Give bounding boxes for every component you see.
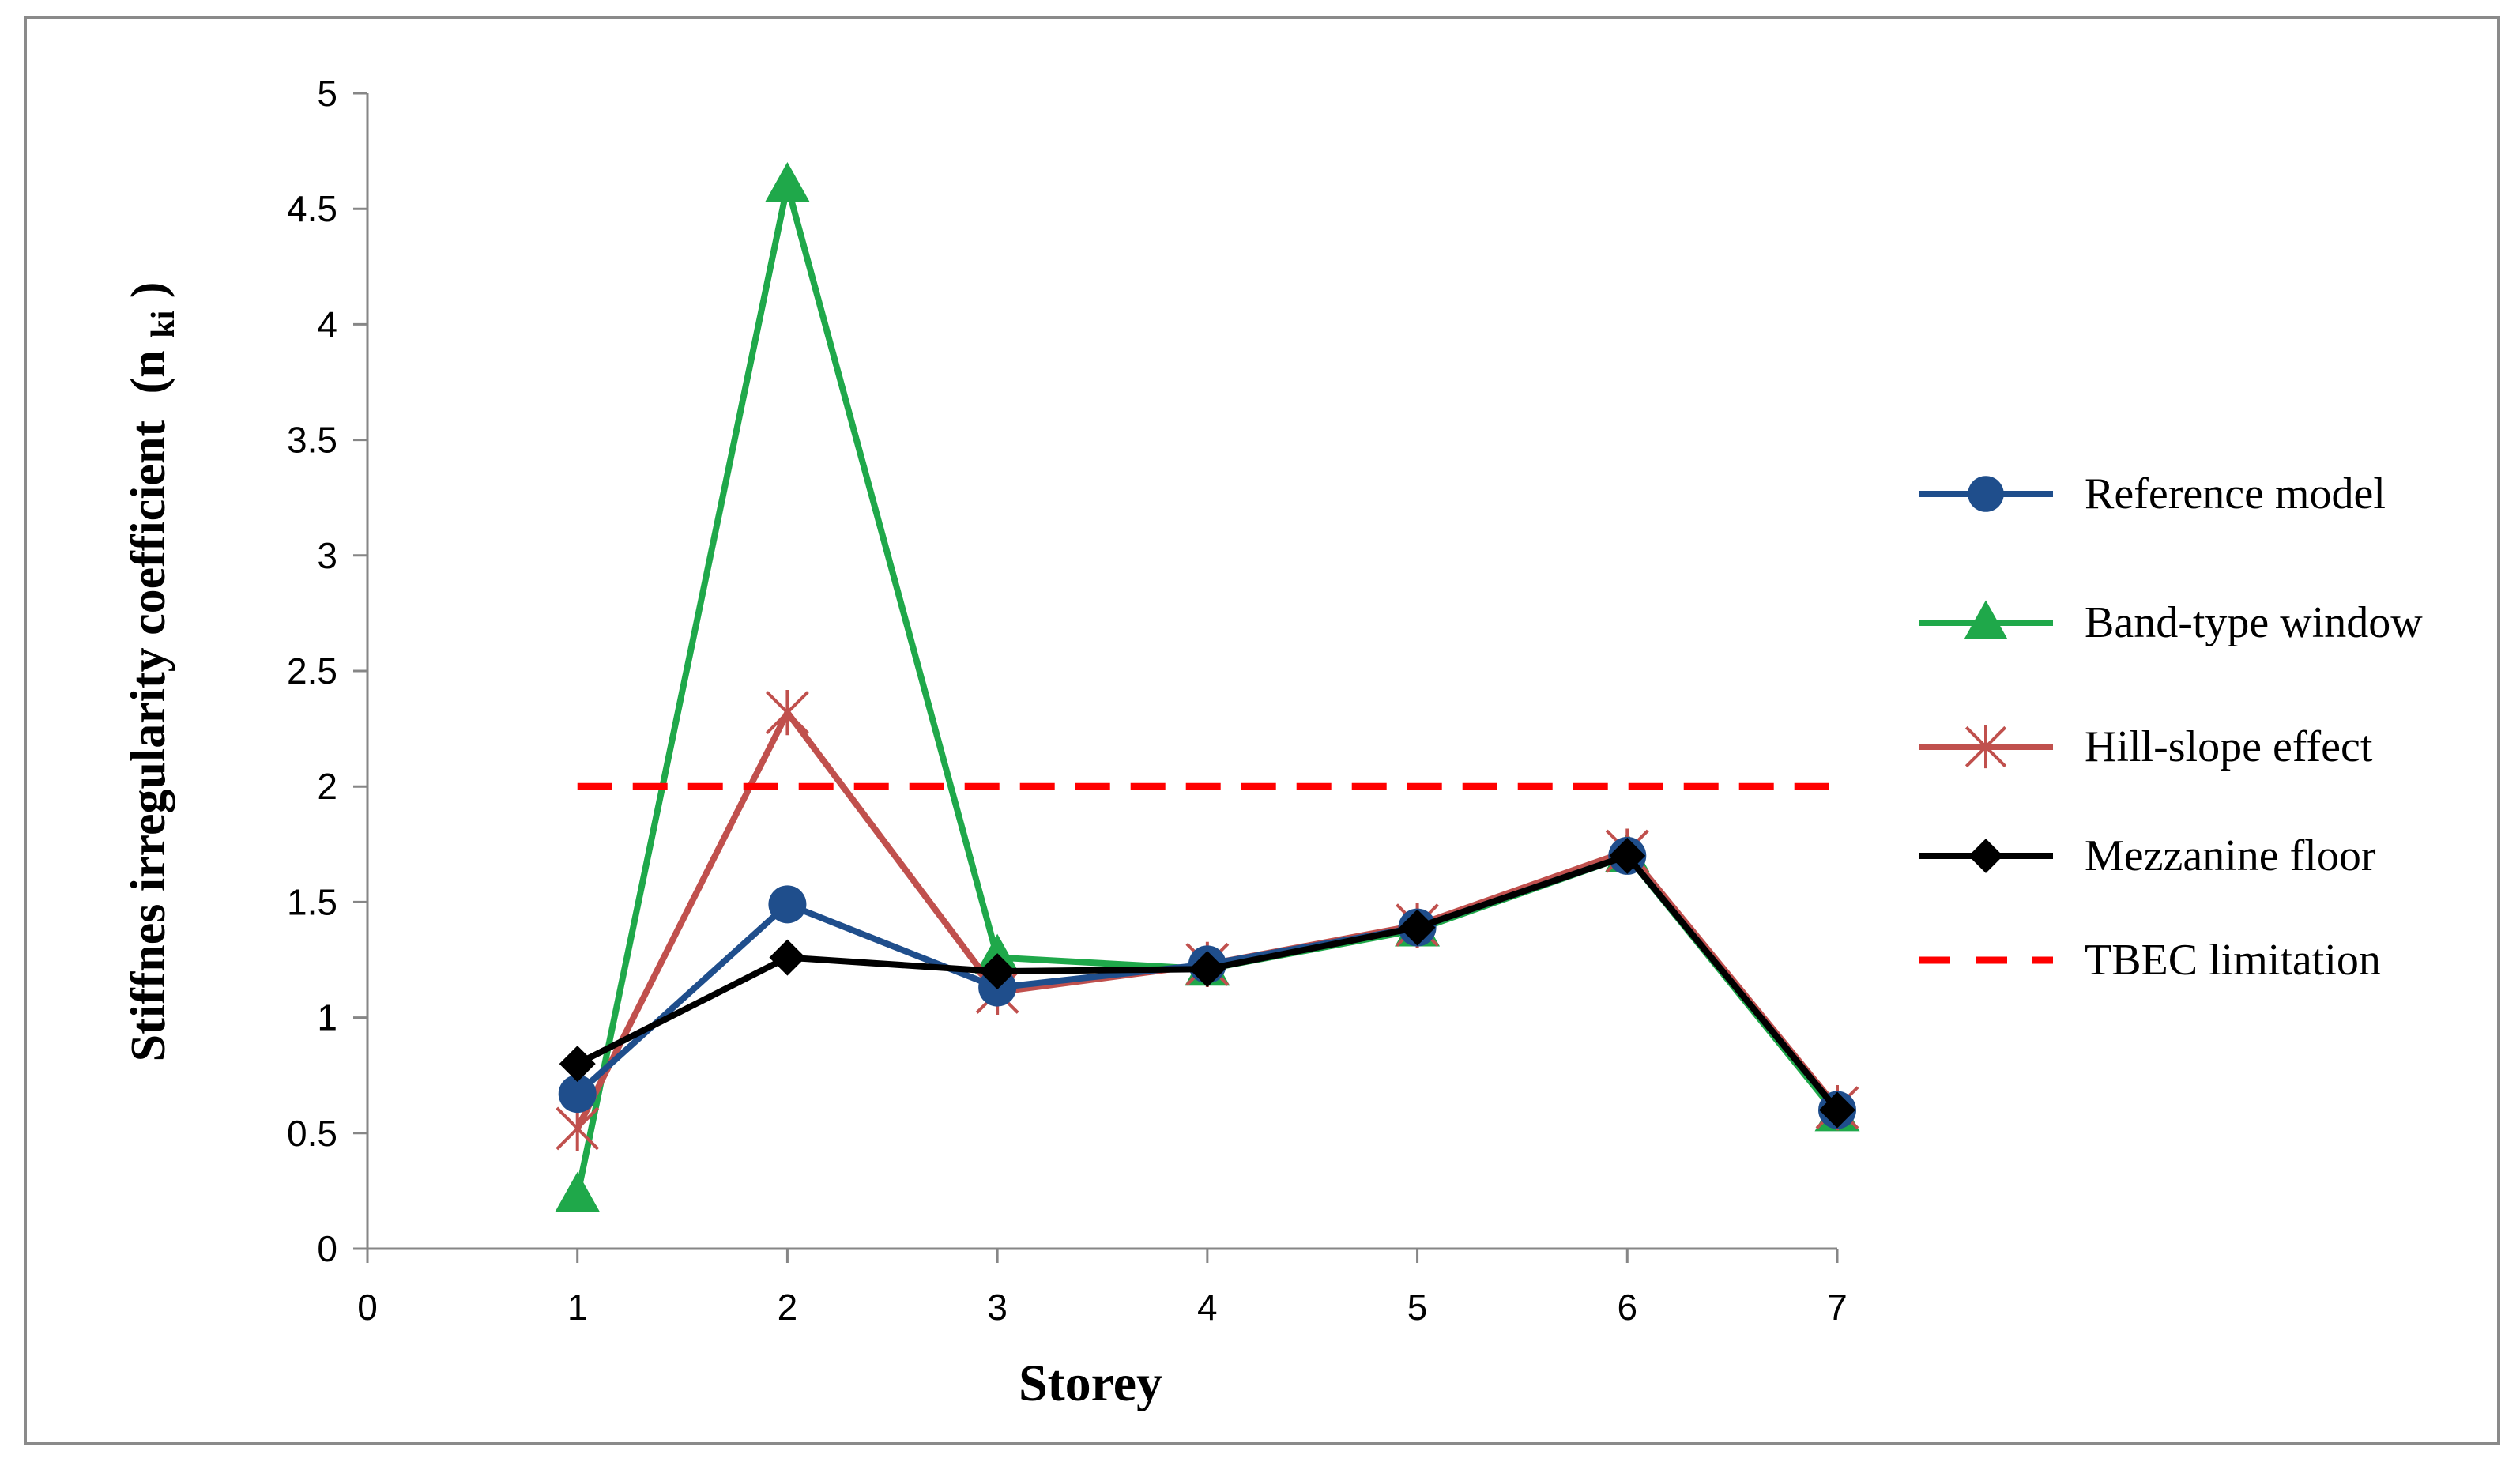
plot-area [555, 161, 1860, 1212]
chart-border [24, 16, 2500, 1445]
y-axis-title: Stiffnes irregularity coefficient (n ki … [122, 282, 185, 1062]
legend-label: Mezzanine floor [2085, 831, 2376, 880]
y-tick-label: 4 [317, 303, 337, 345]
series-mezzanine-floor [559, 837, 1855, 1129]
triangle-marker [1964, 600, 2008, 639]
legend-item: Hill-slope effect [1919, 722, 2373, 771]
circle-marker [768, 885, 807, 924]
y-tick-label: 0.5 [287, 1113, 337, 1154]
legend-item: Mezzanine floor [1919, 831, 2376, 880]
legend-item: Reference model [1919, 469, 2386, 518]
y-tick-label: 1 [317, 997, 337, 1038]
x-tick-label: 2 [778, 1287, 798, 1328]
triangle-marker [764, 161, 810, 202]
x-tick-label: 6 [1617, 1287, 1637, 1328]
legend: Reference model Band-type window Hill-slop… [1919, 469, 2423, 985]
legend-item: TBEC limitation [1919, 936, 2381, 985]
diamond-marker [1188, 951, 1226, 988]
star-marker [556, 1106, 600, 1151]
legend-item: Band-type window [1919, 598, 2423, 647]
y-tick-label: 2 [317, 766, 337, 807]
star-marker [766, 690, 809, 736]
circle-marker [558, 1075, 597, 1114]
x-tick-label: 3 [987, 1287, 1008, 1328]
legend-label: TBEC limitation [2085, 936, 2381, 985]
diamond-marker [769, 939, 806, 976]
y-axis-title-symbol: (n [122, 350, 175, 394]
x-tick-label: 4 [1197, 1287, 1218, 1328]
circle-marker [1968, 476, 2004, 512]
diamond-marker [979, 953, 1016, 990]
x-tick-label: 5 [1407, 1287, 1428, 1328]
y-tick-label: 0 [317, 1228, 337, 1269]
diamond-marker [1609, 837, 1646, 874]
diamond-marker [1399, 909, 1436, 946]
y-axis-title-subscript: ki [145, 310, 182, 337]
y-tick-label: 4.5 [287, 188, 337, 229]
diamond-marker [1819, 1091, 1855, 1129]
legend-label: Band-type window [2085, 598, 2423, 647]
x-tick-label: 7 [1827, 1287, 1848, 1328]
x-tick-label: 1 [567, 1287, 588, 1328]
y-tick-label: 3.5 [287, 420, 337, 461]
diamond-marker [1968, 839, 2003, 873]
y-tick-label: 1.5 [287, 881, 337, 922]
y-axis-title-close: ) [122, 282, 175, 299]
legend-label: Reference model [2085, 469, 2386, 518]
y-tick-label: 3 [317, 535, 337, 576]
diamond-marker [559, 1046, 596, 1083]
legend-label: Hill-slope effect [2085, 722, 2373, 771]
x-tick-label: 0 [357, 1287, 378, 1328]
y-ticks: 0 0.5 1 1.5 2 2.5 3 3.5 4 4.5 5 [287, 73, 367, 1269]
x-axis-title: Storey [1019, 1355, 1162, 1412]
y-tick-label: 5 [317, 73, 337, 114]
x-ticks: 0 1 2 3 4 5 6 7 [357, 1249, 1848, 1328]
y-axis-title-main: Stiffnes irregularity coefficient [122, 420, 175, 1062]
triangle-marker [555, 1171, 601, 1212]
star-marker [1964, 725, 2007, 769]
y-tick-label: 2.5 [287, 650, 337, 692]
